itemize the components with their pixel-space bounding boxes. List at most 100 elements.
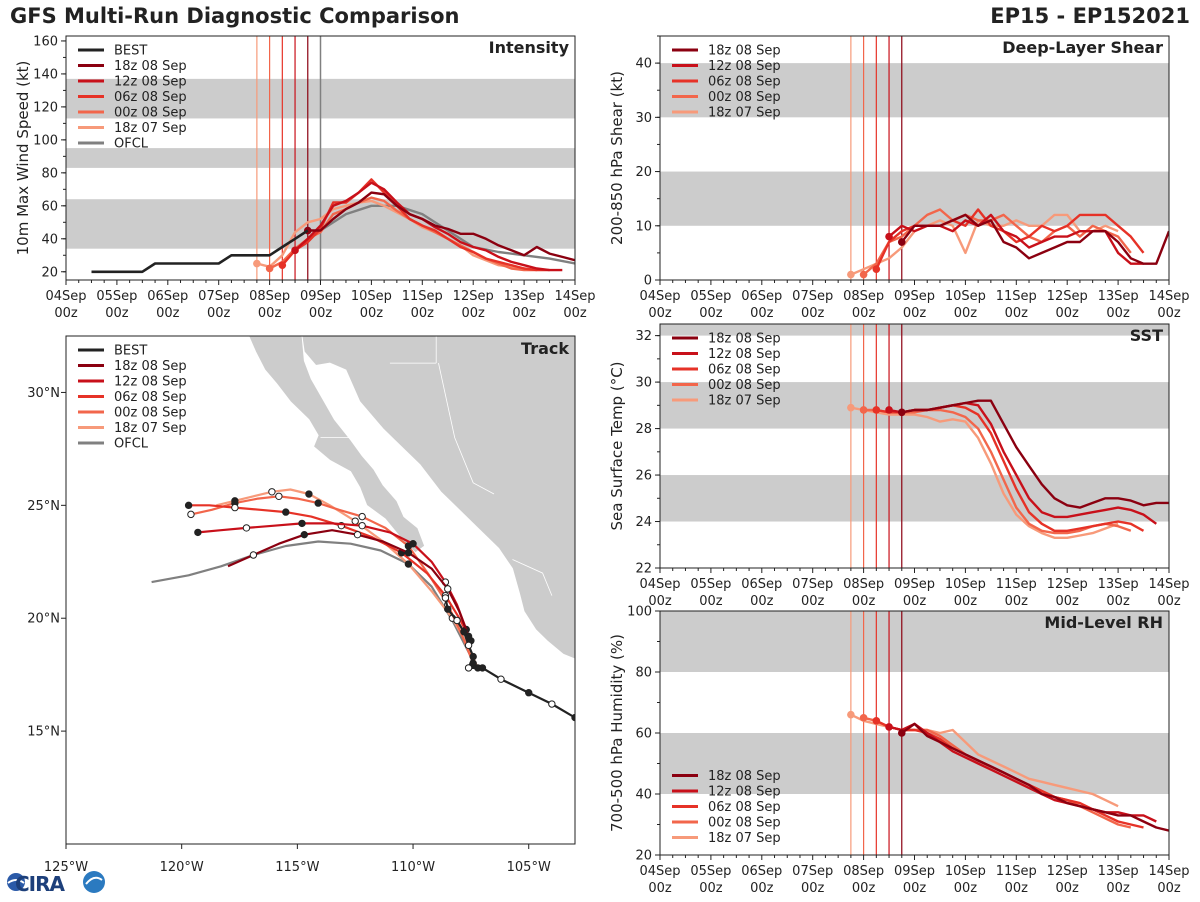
track-point-best (497, 675, 505, 683)
track-legend-label-00z-08-sep: 00z 08 Sep (114, 406, 187, 421)
intensity-line-best (91, 229, 309, 274)
intensity-ylabel: 10m Max Wind Speed (kt) (14, 61, 32, 256)
cira-logo: CIRA (4, 866, 108, 898)
sst-xtick-sublabel: 00z (750, 594, 774, 609)
shear-xtick-sublabel: 00z (1005, 306, 1029, 321)
intensity-legend-label-00z-08-sep: 00z 08 Sep (114, 106, 187, 121)
track-point-best (525, 689, 533, 697)
sst-xtick-label: 05Sep (690, 577, 731, 592)
sst-xtick-sublabel: 00z (954, 594, 978, 609)
sst-xtick-sublabel: 00z (801, 594, 825, 609)
intensity-legend-label-18z-07-sep: 18z 07 Sep (114, 121, 187, 136)
intensity-start-point-06z-08-sep (278, 261, 287, 269)
track-point-00z-08-sep (314, 499, 322, 507)
track-xtick-label: 110°W (391, 860, 435, 875)
track-legend-label-ofcl: OFCL (114, 437, 149, 452)
shear-panel-title: Deep-Layer Shear (1002, 38, 1163, 57)
shear-xtick-label: 11Sep (996, 289, 1037, 304)
sst-band-1 (660, 382, 1169, 429)
rh-legend-label-00z-08-sep: 00z 08 Sep (708, 816, 781, 831)
shear-ytick-label: 40 (635, 57, 652, 72)
rh-legend-label-06z-08-sep: 06z 08 Sep (708, 800, 781, 815)
rh-ytick-label: 20 (635, 849, 652, 864)
sst-ytick-label: 30 (635, 376, 652, 391)
rh-legend-label-18z-08-sep: 18z 08 Sep (708, 769, 781, 784)
track-xtick-label: 105°W (507, 860, 551, 875)
track-panel: 125°W 120°W 115°W 110°W 105°W 15°N 20°N 25°N 30°… (27, 335, 576, 875)
intensity-xtick-label: 05Sep (96, 289, 137, 304)
sst-legend-label-00z-08-sep: 00z 08 Sep (708, 378, 781, 393)
shear-xtick-label: 12Sep (1047, 289, 1088, 304)
rh-xtick-label: 07Sep (792, 864, 833, 879)
track-xtick-label: 120°W (160, 860, 204, 875)
shear-ylabel: 200-850 hPa Shear (kt) (608, 71, 626, 245)
sst-ytick-label: 32 (635, 329, 652, 344)
track-point-00z-08-sep (275, 492, 283, 501)
track-point-06z-08-sep (282, 508, 290, 516)
rh-ylabel: 700-500 hPa Humidity (%) (608, 634, 626, 832)
sst-xtick-sublabel: 00z (903, 594, 927, 609)
intensity-legend-label-18z-08-sep: 18z 08 Sep (114, 59, 187, 74)
track-ytick-label: 30°N (27, 386, 60, 401)
rh-xtick-sublabel: 00z (852, 881, 876, 896)
shear-ytick-label: 0 (644, 274, 652, 289)
rh-xtick-label: 14Sep (1148, 864, 1189, 879)
rh-start-point-18z-08-sep (897, 729, 906, 737)
intensity-xtick-sublabel: 00z (411, 306, 435, 321)
intensity-xtick-label: 12Sep (453, 289, 494, 304)
track-ytick-label: 25°N (27, 499, 60, 514)
sst-xtick-label: 14Sep (1148, 577, 1189, 592)
track-legend-label-12z-08-sep: 12z 08 Sep (114, 375, 187, 390)
track-point-12z-08-sep (358, 521, 366, 530)
rh-start-point-12z-08-sep (885, 723, 893, 731)
track-point-18z-07-sep (351, 517, 359, 525)
track-point-18z-08-sep (249, 551, 258, 559)
track-point-best (460, 628, 468, 636)
shear-legend-label-18z-08-sep: 18z 08 Sep (708, 44, 781, 59)
intensity-xtick-label: 04Sep (45, 289, 86, 304)
sst-legend-label-12z-08-sep: 12z 08 Sep (708, 347, 781, 362)
sst-ylabel: Sea Surface Temp (°C) (608, 361, 626, 530)
track-legend-label-best: BEST (114, 344, 147, 359)
intensity-xtick-label: 10Sep (351, 289, 392, 304)
track-point-best (464, 664, 473, 672)
sst-ytick-label: 28 (635, 422, 652, 437)
track-point-00z-08-sep (358, 512, 366, 521)
track-point-best (464, 641, 473, 650)
shear-legend-label-12z-08-sep: 12z 08 Sep (708, 59, 781, 74)
shear-xtick-label: 06Sep (741, 289, 782, 304)
shear-xtick-sublabel: 00z (903, 306, 927, 321)
rh-panel-title: Mid-Level RH (1044, 613, 1163, 632)
track-point-best (548, 700, 556, 708)
intensity-xtick-sublabel: 00z (512, 306, 536, 321)
track-point-06z-08-sep (231, 503, 239, 512)
track-point-18z-08-sep (444, 585, 452, 593)
cira-logo-text: CIRA (15, 872, 65, 896)
track-point-best (478, 664, 487, 672)
intensity-xtick-label: 11Sep (402, 289, 443, 304)
rh-band-1 (660, 611, 1169, 672)
sst-xtick-label: 04Sep (639, 577, 680, 592)
sst-panel: 22 24 26 28 30 32 04Sep 00z 05Sep 00z 06Sep 00z 07Se… (608, 323, 1190, 609)
rh-xtick-sublabel: 00z (750, 881, 774, 896)
track-point-18z-08-sep (300, 530, 309, 539)
sst-ytick-label: 26 (635, 469, 652, 484)
intensity-ytick-label: 140 (33, 67, 58, 82)
baja-california-shape (248, 336, 426, 554)
rh-xtick-label: 08Sep (843, 864, 884, 879)
track-ytick-label: 15°N (27, 725, 60, 740)
rh-xtick-sublabel: 00z (1005, 881, 1029, 896)
track-point-18z-08-sep (353, 530, 362, 539)
shear-band-1 (660, 63, 1169, 118)
sst-band-2 (660, 324, 1169, 336)
track-legend-label-18z-08-sep: 18z 08 Sep (114, 359, 187, 374)
storm-id-title: EP15 - EP152021 (990, 4, 1190, 28)
intensity-start-point-00z-08-sep (265, 264, 274, 273)
shear-xtick-label: 07Sep (792, 289, 833, 304)
shear-xtick-label: 10Sep (945, 289, 986, 304)
shear-xtick-sublabel: 00z (1157, 306, 1181, 321)
intensity-start-point-12z-08-sep (291, 246, 299, 255)
rh-ytick-label: 40 (635, 788, 652, 803)
track-xtick-label: 115°W (275, 860, 319, 875)
